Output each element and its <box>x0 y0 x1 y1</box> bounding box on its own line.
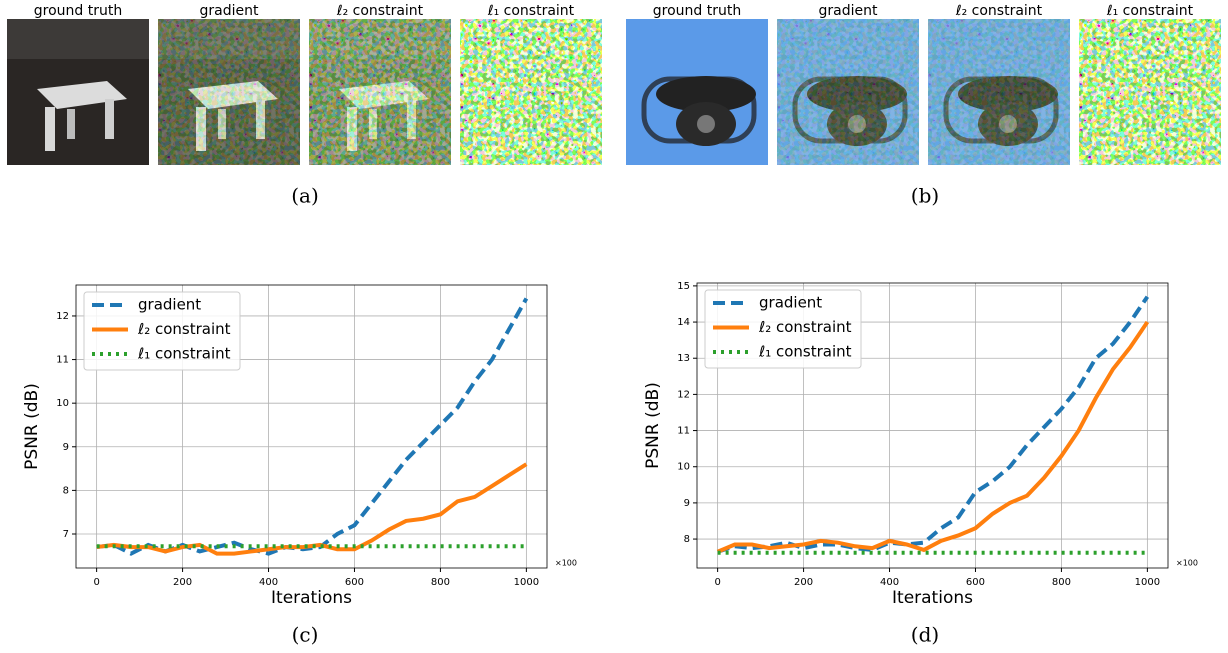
x-tick-label: 200 <box>173 577 192 588</box>
line-series <box>717 295 1150 554</box>
image-label: ℓ₂ constraint <box>955 3 1043 19</box>
legend-label: gradient <box>138 296 201 314</box>
x-tick-label: 0 <box>93 577 99 588</box>
y-tick-label: 12 <box>677 389 690 400</box>
panel-a-images <box>7 19 602 165</box>
legend-label: ℓ₂ constraint <box>758 318 852 336</box>
y-tick-label: 11 <box>677 426 690 437</box>
x-tick-label: 800 <box>1052 577 1071 588</box>
caption: (b) <box>911 184 939 208</box>
x-tick-label: 600 <box>345 577 364 588</box>
y-tick-label: 11 <box>56 355 69 366</box>
y-axis-label: PSNR (dB) <box>643 382 663 469</box>
legend-label: ℓ₁ constraint <box>758 343 852 361</box>
y-tick-label: 7 <box>63 529 69 540</box>
y-tick-label: 9 <box>63 442 69 453</box>
caption: (c) <box>292 623 319 647</box>
image-label: ℓ₁ constraint <box>1106 3 1194 19</box>
image-label: ground truth <box>34 3 122 19</box>
x-tick-label: 400 <box>880 577 899 588</box>
x-tick-label: 600 <box>966 577 985 588</box>
line-series <box>96 462 528 556</box>
image-label: ℓ₂ constraint <box>336 3 424 19</box>
x-offset-label: ×100 <box>555 559 577 568</box>
caption: (a) <box>291 184 319 208</box>
x-axis-label: Iterations <box>271 588 352 608</box>
x-tick-label: 1000 <box>1135 577 1160 588</box>
x-axis-label: Iterations <box>892 588 973 608</box>
image-label: ground truth <box>653 3 741 19</box>
y-tick-label: 13 <box>677 353 690 364</box>
image-label: gradient <box>819 3 878 19</box>
y-tick-label: 8 <box>684 534 690 545</box>
x-tick-label: 200 <box>794 577 813 588</box>
y-axis-label: PSNR (dB) <box>22 383 42 470</box>
x-offset-label: ×100 <box>1176 559 1198 568</box>
y-tick-label: 12 <box>56 311 69 322</box>
caption: (d) <box>911 623 939 647</box>
x-tick-label: 800 <box>431 577 450 588</box>
y-tick-label: 15 <box>677 281 690 292</box>
y-tick-label: 9 <box>684 498 690 509</box>
legend-label: ℓ₂ constraint <box>137 320 231 338</box>
x-tick-label: 0 <box>714 577 720 588</box>
legend-label: gradient <box>759 294 822 312</box>
x-tick-label: 1000 <box>514 577 539 588</box>
x-tick-label: 400 <box>259 577 278 588</box>
plot-frame <box>75 284 548 569</box>
y-tick-label: 10 <box>56 398 69 409</box>
legend-box <box>83 291 241 371</box>
y-tick-label: 8 <box>63 485 69 496</box>
legend-label: ℓ₁ constraint <box>137 345 231 363</box>
legend-box <box>704 289 862 369</box>
y-tick-label: 10 <box>677 462 690 473</box>
line-series <box>716 320 1150 554</box>
plot-frame <box>696 282 1169 569</box>
panel-b-images <box>626 19 1221 165</box>
y-tick-label: 14 <box>677 317 690 328</box>
image-label: ℓ₁ constraint <box>487 3 575 19</box>
image-label: gradient <box>200 3 259 19</box>
